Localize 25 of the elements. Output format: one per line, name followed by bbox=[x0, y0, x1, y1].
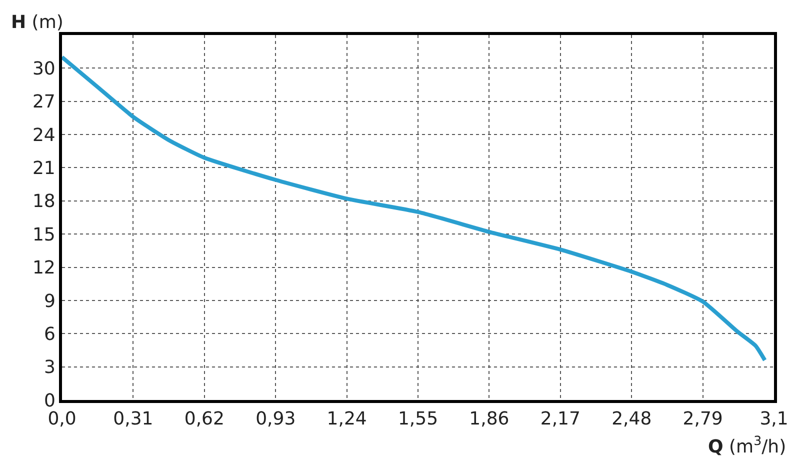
x-axis-title: Q (m$^{3}$/h) bbox=[708, 433, 786, 458]
y-tick-label: 27 bbox=[32, 92, 56, 113]
x-tick-label: 0,62 bbox=[184, 408, 224, 430]
x-tick-label: 2,17 bbox=[540, 408, 580, 430]
y-tick-label: 12 bbox=[32, 258, 56, 279]
y-tick-label: 21 bbox=[32, 158, 56, 180]
y-tick-label: 3 bbox=[44, 357, 56, 378]
x-tick-label: 1,24 bbox=[326, 408, 367, 430]
y-axis-title: H (m) bbox=[11, 12, 64, 33]
y-tick-label: 15 bbox=[32, 224, 56, 246]
x-tick-label: 0,31 bbox=[113, 408, 154, 430]
x-tick-label: 0,93 bbox=[256, 408, 296, 430]
x-tick-label: 2,48 bbox=[612, 408, 652, 430]
x-tick-label: 1,86 bbox=[469, 408, 510, 430]
y-tick-label: 0 bbox=[44, 390, 56, 412]
y-tick-label: 9 bbox=[44, 290, 56, 312]
x-tick-label: 2,79 bbox=[682, 408, 723, 430]
line-series bbox=[62, 55, 767, 362]
y-tick-label: 30 bbox=[32, 58, 56, 80]
y-tick-label: 18 bbox=[32, 191, 56, 212]
x-tick-label: 1,55 bbox=[398, 408, 438, 430]
y-tick-label: 6 bbox=[44, 324, 56, 345]
x-tick-label: 3,1 bbox=[760, 408, 788, 430]
x-tick-label: 0,0 bbox=[48, 408, 76, 430]
y-tick-label: 24 bbox=[32, 124, 56, 146]
